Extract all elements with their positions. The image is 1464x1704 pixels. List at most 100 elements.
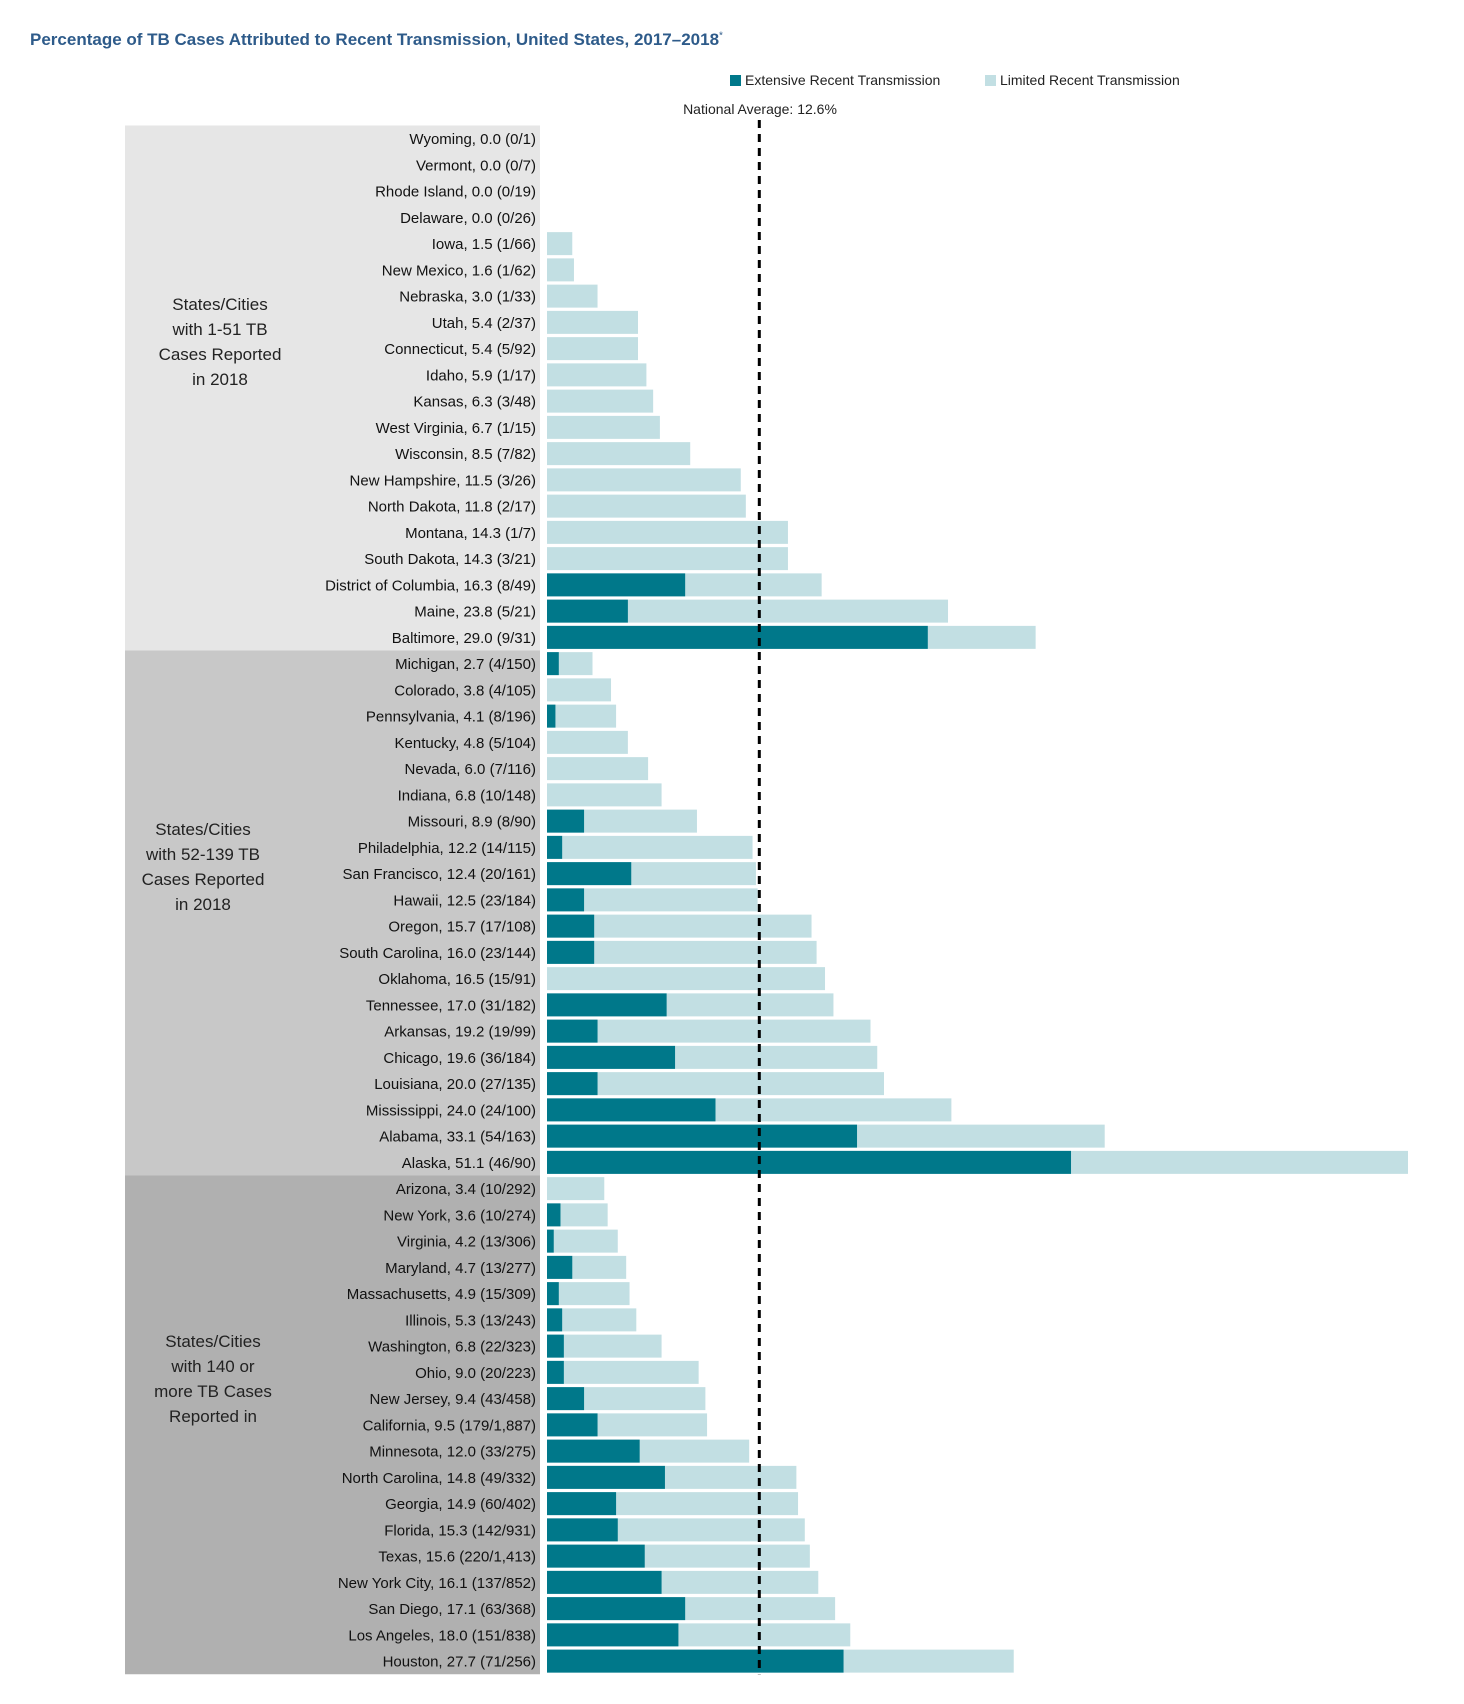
group-label-line: with 1-51 TB xyxy=(171,320,267,339)
bar-limited-kansas xyxy=(547,389,654,413)
bar-limited-ohio xyxy=(547,1360,699,1384)
row-label-pennsylvania: Pennsylvania, 4.1 (8/196) xyxy=(366,709,536,726)
bar-limited-pennsylvania xyxy=(547,704,617,728)
row-label-houston: Houston, 27.7 (71/256) xyxy=(383,1654,536,1671)
group-label-line: Cases Reported xyxy=(142,870,265,889)
row-label-oregon: Oregon, 15.7 (17/108) xyxy=(388,919,536,936)
bar-limited-philadelphia xyxy=(547,835,753,859)
row-label-nebraska: Nebraska, 3.0 (1/33) xyxy=(399,289,536,306)
group-label-line: States/Cities xyxy=(155,820,250,839)
bar-limited-maine xyxy=(547,599,949,623)
row-label-texas: Texas, 15.6 (220/1,413) xyxy=(378,1549,536,1566)
row-label-virginia: Virginia, 4.2 (13/306) xyxy=(397,1234,536,1251)
bar-limited-oklahoma xyxy=(547,967,826,991)
row-label-colorado: Colorado, 3.8 (4/105) xyxy=(394,682,536,699)
row-label-new-york-city: New York City, 16.1 (137/852) xyxy=(338,1575,536,1592)
national-average-label: National Average: 12.6% xyxy=(683,101,837,117)
bar-extensive-florida xyxy=(547,1518,618,1542)
bar-limited-arkansas xyxy=(547,1019,871,1043)
bar-limited-south-dakota xyxy=(547,547,788,571)
bar-extensive-san-diego xyxy=(547,1597,686,1621)
title-footnote-marker: * xyxy=(719,30,723,42)
bar-extensive-alaska xyxy=(547,1150,1072,1174)
legend: Extensive Recent Transmission Limited Re… xyxy=(730,72,1180,88)
bar-extensive-new-jersey xyxy=(547,1387,585,1411)
bar-extensive-houston xyxy=(547,1649,844,1673)
bar-limited-massachusetts xyxy=(547,1282,630,1306)
group-label-line: with 140 or xyxy=(170,1357,254,1376)
bar-extensive-arkansas xyxy=(547,1019,598,1043)
bar-extensive-district-of-columbia xyxy=(547,573,686,597)
bar-extensive-ohio xyxy=(547,1360,564,1384)
row-label-illinois: Illinois, 5.3 (13/243) xyxy=(405,1312,536,1329)
bar-limited-washington xyxy=(547,1334,662,1358)
bar-limited-new-hampshire xyxy=(547,468,741,492)
bar-extensive-missouri xyxy=(547,809,585,833)
bar-extensive-north-carolina xyxy=(547,1465,665,1489)
chart-title-text: Percentage of TB Cases Attributed to Rec… xyxy=(30,30,720,49)
row-label-michigan: Michigan, 2.7 (4/150) xyxy=(395,656,536,673)
group-label: States/Cities with 52-139 TB Cases Reporte… xyxy=(142,820,265,914)
row-label-baltimore: Baltimore, 29.0 (9/31) xyxy=(392,630,536,647)
bar-limited-wisconsin xyxy=(547,442,691,466)
row-label-delaware: Delaware, 0.0 (0/26) xyxy=(400,210,536,227)
row-label-north-carolina: North Carolina, 14.8 (49/332) xyxy=(342,1470,536,1487)
bar-limited-nebraska xyxy=(547,284,598,308)
bar-extensive-los-angeles xyxy=(547,1623,679,1647)
row-label-ohio: Ohio, 9.0 (20/223) xyxy=(415,1365,536,1382)
group-label-line: Cases Reported xyxy=(159,345,282,364)
row-label-mississippi: Mississippi, 24.0 (24/100) xyxy=(366,1102,536,1119)
row-label-new-jersey: New Jersey, 9.4 (43/458) xyxy=(370,1391,536,1408)
row-label-nevada: Nevada, 6.0 (7/116) xyxy=(405,761,536,778)
bar-extensive-new-york xyxy=(547,1203,561,1227)
bar-limited-north-dakota xyxy=(547,494,746,518)
group-panel xyxy=(125,1175,540,1675)
bar-limited-colorado xyxy=(547,678,612,702)
row-label-tennessee: Tennessee, 17.0 (31/182) xyxy=(366,997,536,1014)
row-label-west-virginia: West Virginia, 6.7 (1/15) xyxy=(376,420,536,437)
bar-limited-kentucky xyxy=(547,730,628,754)
group-label-line: in 2018 xyxy=(192,370,248,389)
bar-extensive-texas xyxy=(547,1544,645,1568)
bar-extensive-philadelphia xyxy=(547,835,563,859)
row-label-new-hampshire: New Hampshire, 11.5 (3/26) xyxy=(350,472,536,489)
bar-extensive-chicago xyxy=(547,1045,676,1069)
row-label-idaho: Idaho, 5.9 (1/17) xyxy=(426,367,536,384)
row-label-maine: Maine, 23.8 (5/21) xyxy=(414,604,536,621)
bar-extensive-tennessee xyxy=(547,993,667,1017)
row-label-minnesota: Minnesota, 12.0 (33/275) xyxy=(369,1444,536,1461)
bar-extensive-maine xyxy=(547,599,628,623)
row-label-louisiana: Louisiana, 20.0 (27/135) xyxy=(374,1076,536,1093)
row-label-massachusetts: Massachusetts, 4.9 (15/309) xyxy=(347,1286,536,1303)
chart-title: Percentage of TB Cases Attributed to Rec… xyxy=(30,30,723,50)
legend-swatch-extensive xyxy=(730,75,741,86)
row-label-san-francisco: San Francisco, 12.4 (20/161) xyxy=(343,866,536,883)
bar-limited-idaho xyxy=(547,363,647,387)
bar-extensive-san-francisco xyxy=(547,862,632,886)
bar-limited-connecticut xyxy=(547,337,638,361)
bar-extensive-georgia xyxy=(547,1492,617,1516)
row-label-california: California, 9.5 (179/1,887) xyxy=(363,1417,536,1434)
bar-extensive-massachusetts xyxy=(547,1282,559,1306)
bar-limited-oregon xyxy=(547,914,812,938)
bar-extensive-south-carolina xyxy=(547,940,595,964)
row-label-san-diego: San Diego, 17.1 (63/368) xyxy=(368,1601,536,1618)
bar-extensive-michigan xyxy=(547,652,559,676)
row-label-alaska: Alaska, 51.1 (46/90) xyxy=(402,1155,536,1172)
bar-extensive-washington xyxy=(547,1334,564,1358)
row-label-wisconsin: Wisconsin, 8.5 (7/82) xyxy=(395,446,536,463)
row-label-connecticut: Connecticut, 5.4 (5/92) xyxy=(384,341,536,358)
row-label-district-of-columbia: District of Columbia, 16.3 (8/49) xyxy=(325,577,536,594)
group-label: States/Cities with 140 or more TB Cases Rep… xyxy=(154,1332,272,1426)
bar-extensive-maryland xyxy=(547,1255,573,1279)
row-label-hawaii: Hawaii, 12.5 (23/184) xyxy=(393,892,536,909)
row-label-georgia: Georgia, 14.9 (60/402) xyxy=(385,1496,536,1513)
bar-extensive-california xyxy=(547,1413,598,1437)
bar-limited-virginia xyxy=(547,1229,618,1253)
row-label-philadelphia: Philadelphia, 12.2 (14/115) xyxy=(358,840,536,857)
row-label-kentucky: Kentucky, 4.8 (5/104) xyxy=(395,735,536,752)
bar-extensive-pennsylvania xyxy=(547,704,556,728)
row-label-washington: Washington, 6.8 (22/323) xyxy=(368,1339,536,1356)
bar-extensive-baltimore xyxy=(547,625,928,649)
